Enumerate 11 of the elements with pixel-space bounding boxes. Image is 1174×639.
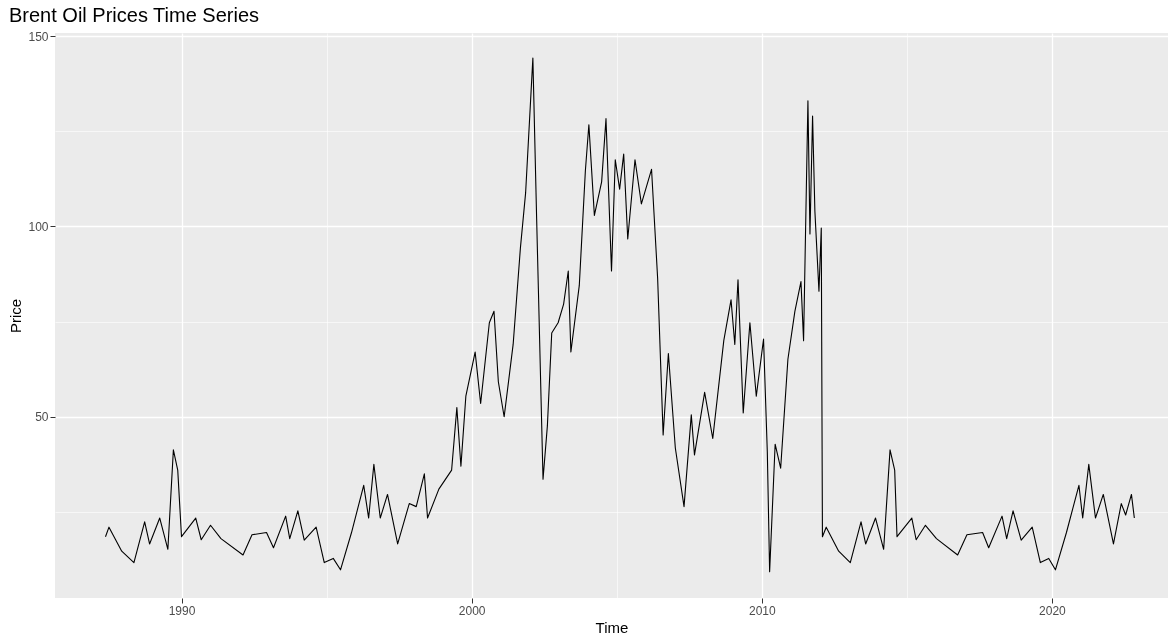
y-tick-label: 100 [28, 219, 49, 234]
y-axis-title: Price [7, 298, 25, 334]
x-tick-label: 2010 [748, 603, 776, 618]
y-tick-label: 50 [35, 410, 49, 425]
line-series [104, 57, 1135, 573]
x-axis-title: Time [595, 618, 629, 636]
x-tick-label: 1990 [168, 603, 196, 618]
x-tick-label: 2020 [1039, 603, 1067, 618]
x-tick-label: 2000 [458, 603, 486, 618]
y-tick-label: 150 [28, 29, 49, 44]
chart-title: Brent Oil Prices Time Series [8, 4, 260, 27]
